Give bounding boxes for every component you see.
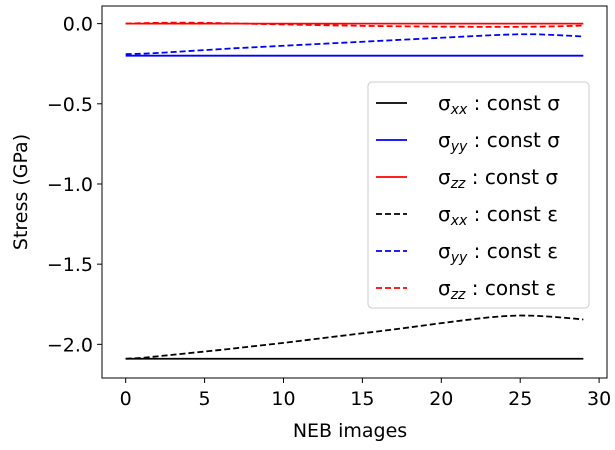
x-axis-ticks: 0 5 10 15 20 25 30	[120, 378, 611, 410]
legend-entry: σyy : const σ	[438, 128, 560, 155]
x-tick-label: 25	[508, 388, 532, 410]
y-tick-label: −1.0	[47, 174, 93, 196]
legend-box	[367, 81, 590, 309]
x-tick-label: 10	[271, 388, 295, 410]
y-axis-ticks: 0.0 −0.5 −1.0 −1.5 −2.0	[47, 14, 102, 356]
x-tick-label: 20	[429, 388, 453, 410]
y-tick-label: 0.0	[63, 14, 93, 36]
y-tick-label: −2.0	[47, 334, 93, 356]
y-axis-label: Stress (GPa)	[10, 134, 32, 250]
legend: σxx : const σ σyy : const σ σzz : const σ σ…	[367, 81, 590, 309]
series-line-4	[125, 33, 584, 55]
x-tick-label: 15	[350, 388, 374, 410]
legend-entry: σzz : const σ	[438, 165, 558, 192]
x-axis-label: NEB images	[293, 420, 407, 442]
x-tick-label: 0	[120, 388, 132, 410]
x-tick-label: 5	[199, 388, 211, 410]
series-line-3	[125, 314, 584, 360]
legend-entry: σzz : const ε	[438, 276, 556, 303]
plot-frame	[101, 5, 608, 379]
legend-entry: σxx : const σ	[438, 91, 560, 118]
y-tick-label: −1.5	[47, 254, 93, 276]
y-tick-label: −0.5	[47, 94, 93, 116]
x-tick-label: 30	[587, 388, 611, 410]
plot-lines	[125, 21, 584, 360]
legend-entry: σyy : const ε	[438, 239, 558, 266]
series-line-5	[125, 21, 584, 28]
legend-entry: σxx : const ε	[438, 202, 558, 229]
